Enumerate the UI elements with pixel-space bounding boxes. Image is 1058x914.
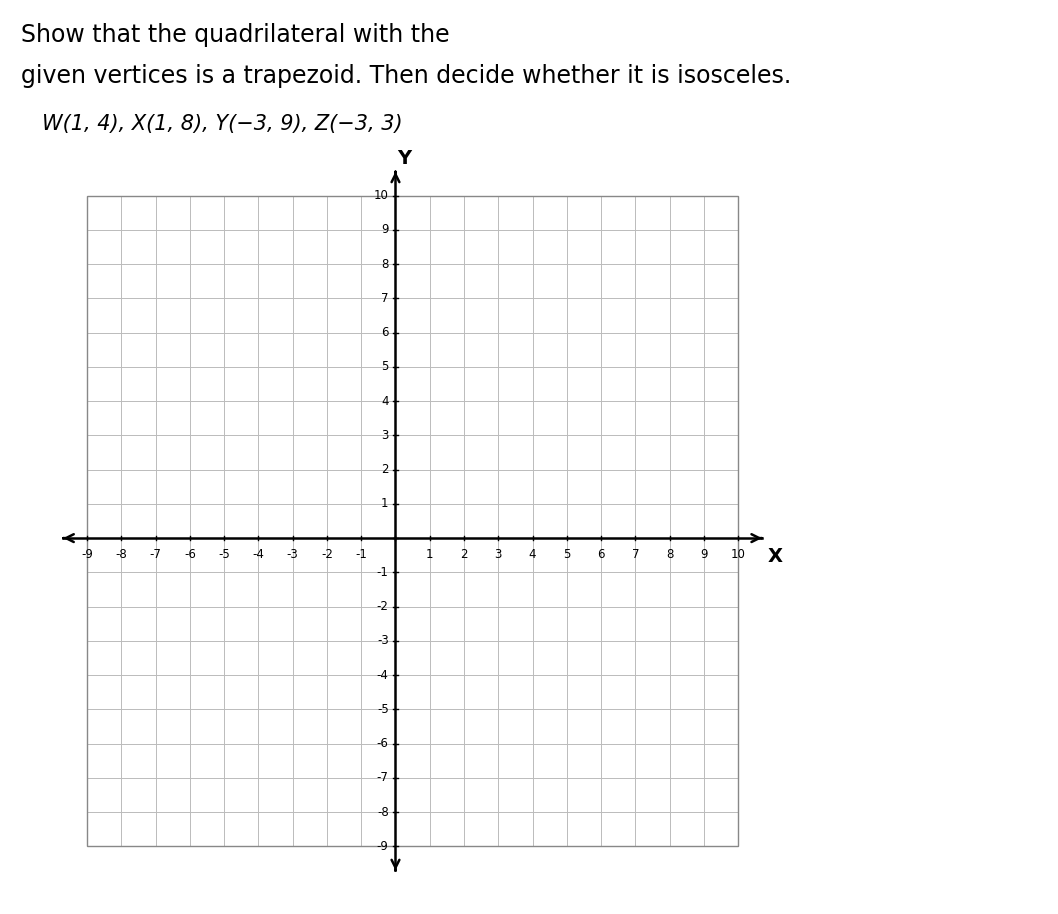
Text: 10: 10 bbox=[373, 189, 388, 202]
Text: -2: -2 bbox=[377, 600, 388, 613]
Text: -4: -4 bbox=[377, 669, 388, 682]
Text: 5: 5 bbox=[381, 360, 388, 373]
Text: X: X bbox=[767, 547, 782, 567]
Text: 6: 6 bbox=[598, 548, 605, 561]
Text: 9: 9 bbox=[381, 223, 388, 237]
Text: 8: 8 bbox=[381, 258, 388, 271]
Text: -5: -5 bbox=[218, 548, 230, 561]
Text: W(1, 4), X(1, 8), Y(−3, 9), Z(−3, 3): W(1, 4), X(1, 8), Y(−3, 9), Z(−3, 3) bbox=[42, 114, 403, 134]
Text: -9: -9 bbox=[81, 548, 93, 561]
Text: 8: 8 bbox=[665, 548, 673, 561]
Text: 7: 7 bbox=[381, 292, 388, 304]
Text: 5: 5 bbox=[563, 548, 570, 561]
Text: 2: 2 bbox=[381, 463, 388, 476]
Text: -3: -3 bbox=[287, 548, 298, 561]
Text: 6: 6 bbox=[381, 326, 388, 339]
Text: -8: -8 bbox=[377, 805, 388, 819]
Text: -4: -4 bbox=[253, 548, 264, 561]
Text: 2: 2 bbox=[460, 548, 468, 561]
Text: -2: -2 bbox=[321, 548, 333, 561]
Text: -1: -1 bbox=[377, 566, 388, 579]
Text: -6: -6 bbox=[377, 738, 388, 750]
Text: 3: 3 bbox=[381, 429, 388, 441]
Text: 1: 1 bbox=[381, 497, 388, 510]
Text: Show that the quadrilateral with the: Show that the quadrilateral with the bbox=[21, 23, 450, 47]
Text: 9: 9 bbox=[700, 548, 708, 561]
Text: 4: 4 bbox=[381, 395, 388, 408]
Text: -6: -6 bbox=[184, 548, 196, 561]
Text: 7: 7 bbox=[632, 548, 639, 561]
Text: 10: 10 bbox=[731, 548, 746, 561]
Text: -5: -5 bbox=[377, 703, 388, 716]
Text: Y: Y bbox=[397, 149, 412, 168]
Text: -7: -7 bbox=[377, 771, 388, 784]
Text: -9: -9 bbox=[377, 840, 388, 853]
Text: 3: 3 bbox=[494, 548, 501, 561]
Text: -3: -3 bbox=[377, 634, 388, 647]
Text: given vertices is a trapezoid. Then decide whether it is isosceles.: given vertices is a trapezoid. Then deci… bbox=[21, 64, 791, 88]
Text: 1: 1 bbox=[426, 548, 434, 561]
Text: -8: -8 bbox=[115, 548, 127, 561]
Text: 4: 4 bbox=[529, 548, 536, 561]
Text: -1: -1 bbox=[355, 548, 367, 561]
Text: -7: -7 bbox=[150, 548, 162, 561]
